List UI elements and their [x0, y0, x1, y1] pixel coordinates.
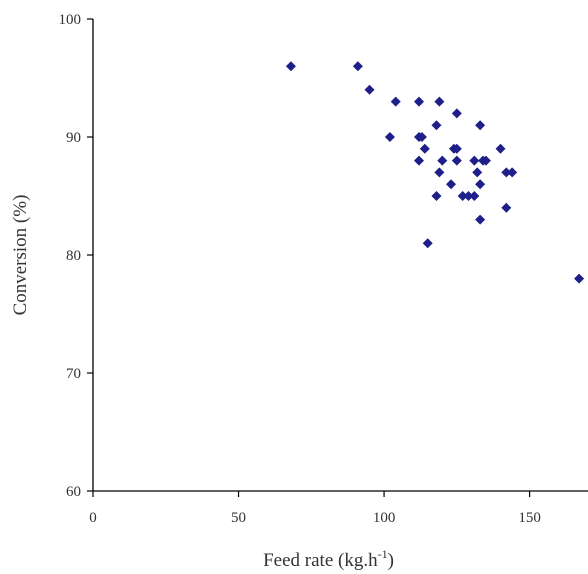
data-point: [507, 167, 518, 178]
data-point: [384, 132, 395, 142]
data-point: [451, 155, 462, 166]
data-point: [414, 96, 424, 107]
data-point: [437, 155, 448, 166]
data-point: [480, 155, 491, 166]
data-point: [446, 179, 457, 190]
x-tick-label: 150: [518, 510, 541, 526]
y-tick-label: 60: [66, 484, 81, 500]
data-point: [472, 167, 483, 178]
data-point: [574, 273, 585, 284]
data-point: [431, 120, 442, 131]
x-axis-title-superscript: -1: [378, 547, 388, 561]
data-point: [451, 108, 462, 119]
data-point: [469, 191, 480, 201]
data-points: [285, 61, 585, 284]
x-axis-title-main: Feed rate (kg.h: [263, 550, 378, 571]
data-point: [501, 202, 512, 213]
data-point: [451, 143, 462, 154]
data-point: [463, 191, 474, 201]
x-axis-title: Feed rate (kg.h-1): [263, 547, 394, 571]
x-axis-ticks: 0 50 100 150: [89, 491, 541, 526]
data-point: [434, 96, 445, 107]
y-tick-label: 90: [66, 130, 81, 146]
y-axis-title: Conversion (%): [10, 195, 31, 316]
y-tick-label: 80: [66, 248, 81, 264]
data-point: [352, 61, 363, 72]
data-point: [475, 179, 486, 190]
data-point: [469, 155, 480, 166]
y-axis-ticks: 60 70 80 90 100: [59, 12, 93, 500]
data-point: [390, 96, 401, 107]
data-point: [414, 155, 424, 166]
y-tick-label: 100: [59, 12, 82, 28]
x-tick-label: 50: [231, 510, 246, 526]
y-tick-label: 70: [66, 366, 81, 382]
data-point: [431, 191, 442, 201]
data-point: [501, 167, 512, 178]
data-point: [422, 238, 433, 249]
data-point: [419, 143, 430, 154]
x-tick-label: 100: [373, 510, 396, 526]
data-point: [364, 84, 375, 95]
data-point: [434, 167, 445, 178]
data-point: [457, 191, 468, 201]
data-point: [285, 61, 296, 72]
x-tick-label: 0: [89, 510, 97, 526]
data-point: [475, 214, 486, 225]
data-point: [475, 120, 486, 131]
data-point: [416, 132, 427, 142]
data-point: [495, 143, 506, 154]
x-axis-title-end: ): [388, 550, 394, 571]
